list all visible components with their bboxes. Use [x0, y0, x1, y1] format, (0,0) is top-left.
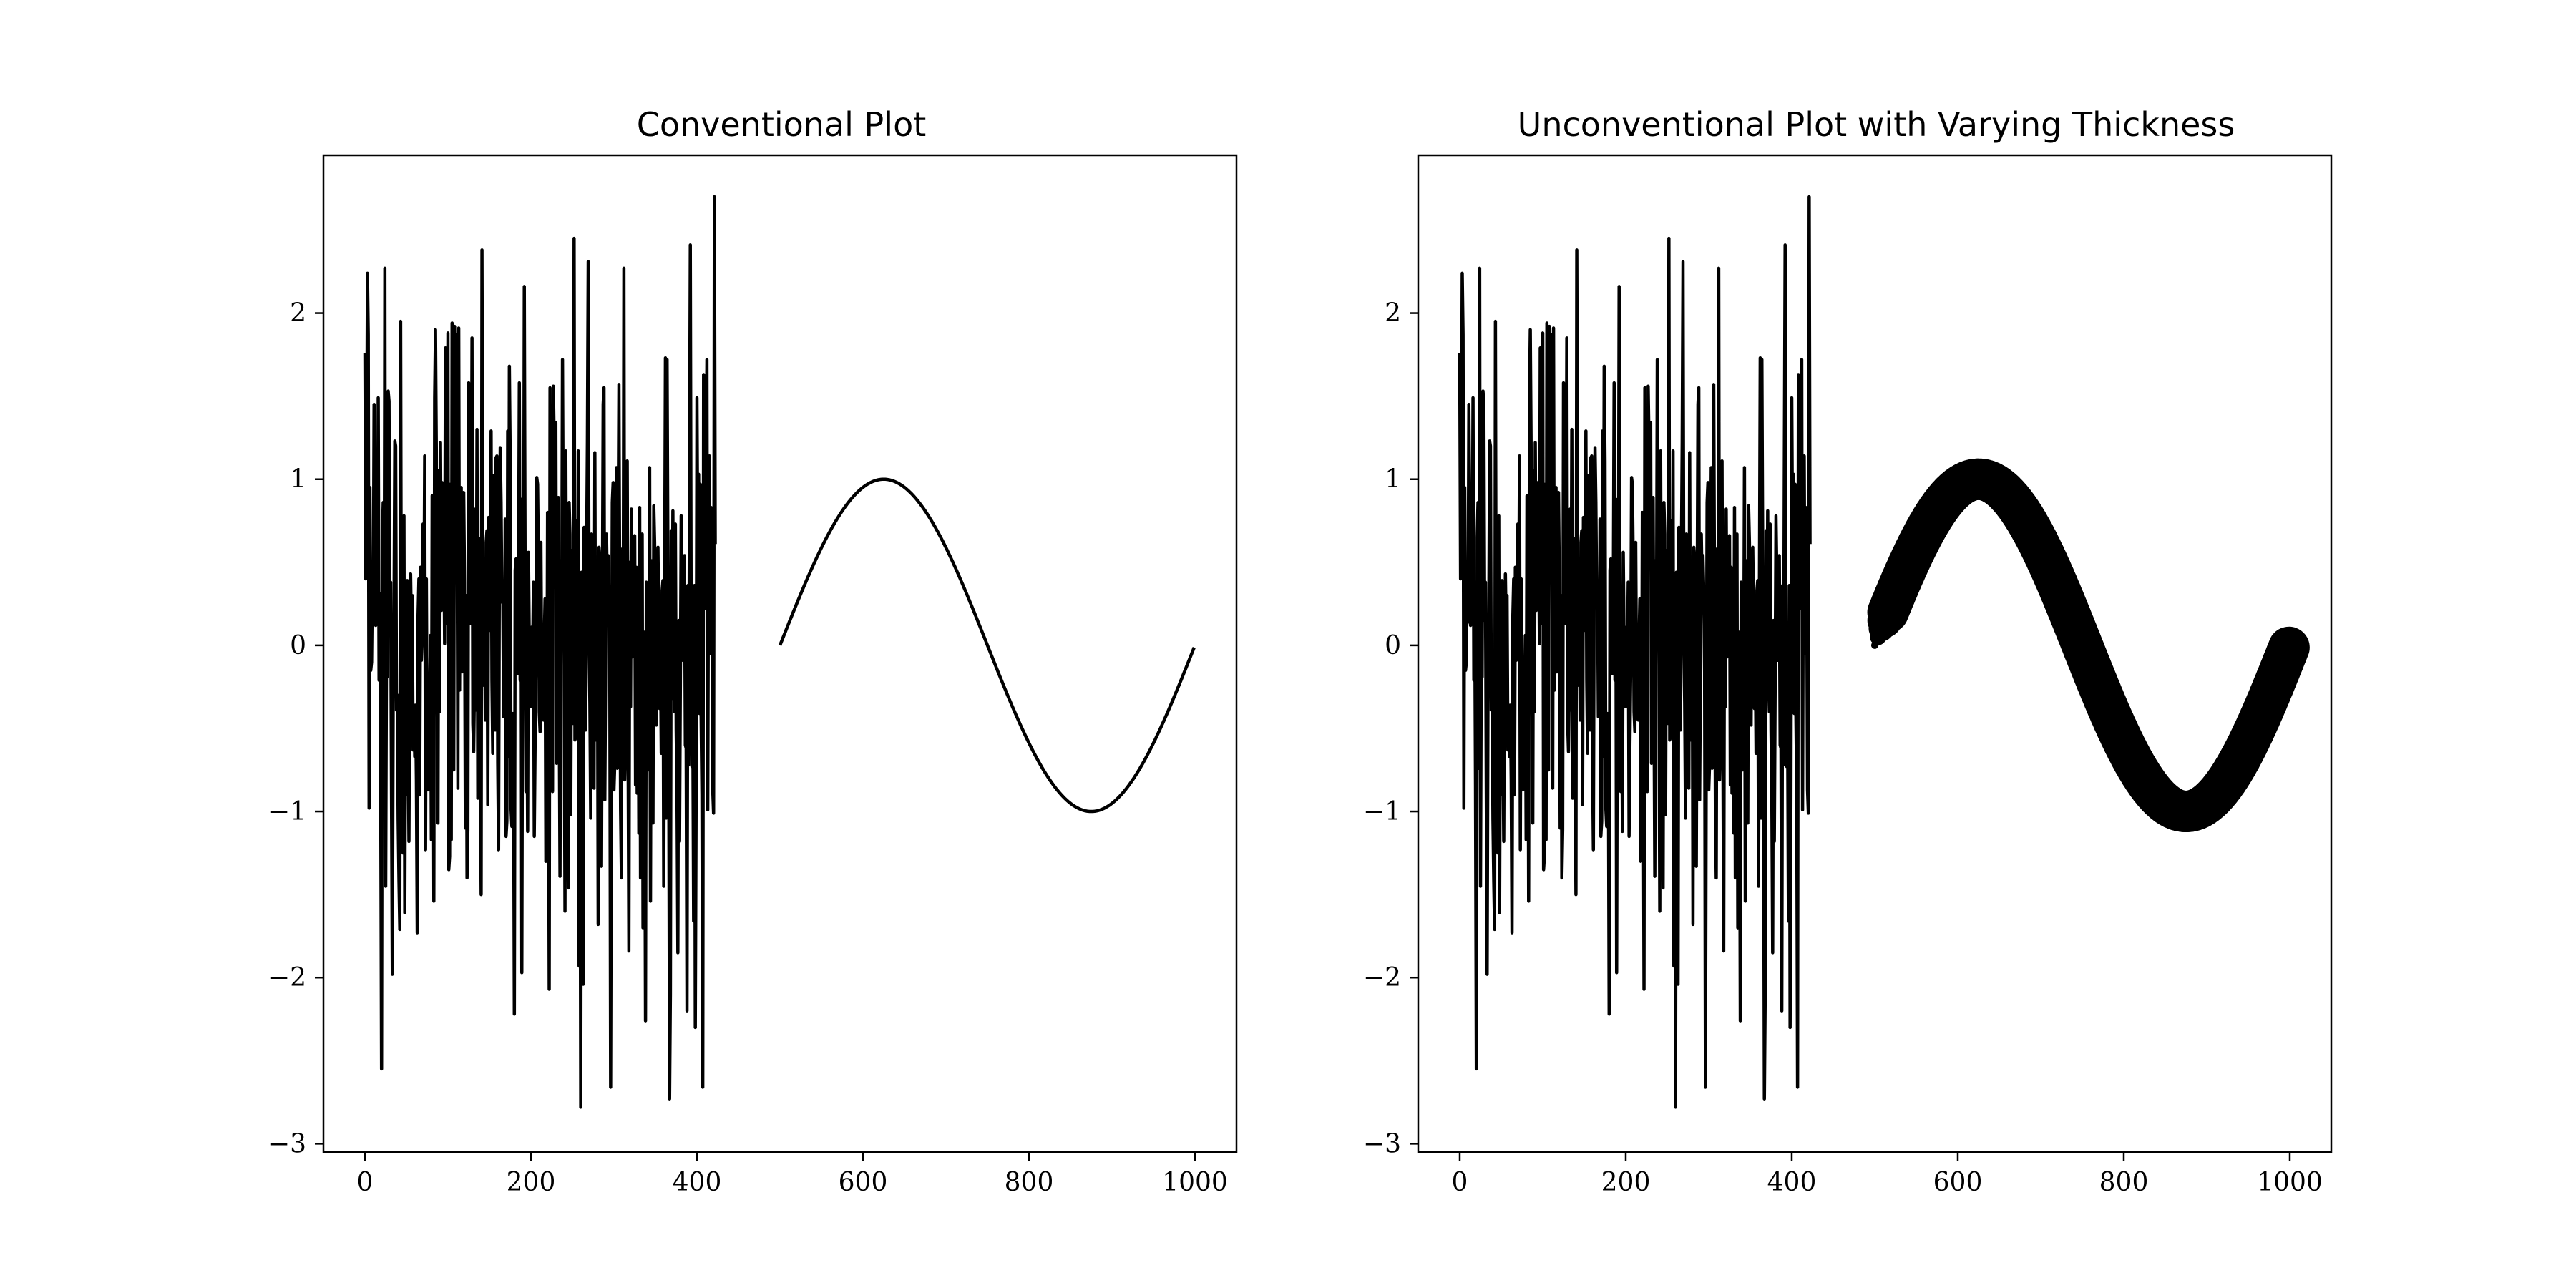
noise-series-line — [1458, 195, 1812, 1109]
series-group — [1458, 195, 2310, 1109]
chart-title: Unconventional Plot with Varying Thickne… — [1518, 105, 2235, 144]
y-tick-label: 0 — [290, 631, 306, 660]
axes: 0 200 400 600 800 1000 −3 −2 −1 0 1 2 — [1363, 154, 2333, 1197]
y-tick-label: 0 — [1385, 631, 1401, 660]
y-tick-label: 2 — [1385, 299, 1401, 328]
x-tick-label: 200 — [507, 1168, 556, 1197]
y-tick-label: −1 — [268, 797, 306, 826]
chart-title: Conventional Plot — [637, 105, 927, 144]
y-tick-label: −1 — [1363, 797, 1401, 826]
x-tick-label: 400 — [1767, 1168, 1817, 1197]
chart-panel-unconventional: Unconventional Plot with Varying Thickne… — [1363, 105, 2333, 1197]
chart-panel-conventional: Conventional Plot 0 200 400 600 800 1000 −3 −2 −… — [268, 105, 1238, 1197]
noise-series-line — [363, 195, 717, 1109]
y-tick-label: 2 — [290, 299, 306, 328]
x-tick-label: 1000 — [2257, 1168, 2323, 1197]
sine-series-line — [778, 477, 1196, 814]
y-tick-label: −3 — [1363, 1129, 1401, 1158]
series-group — [363, 195, 1196, 1109]
x-tick-label: 800 — [2099, 1168, 2149, 1197]
y-tick-label: −2 — [268, 963, 306, 992]
y-tick-label: 1 — [1385, 465, 1401, 494]
y-tick-label: −3 — [268, 1129, 306, 1158]
x-tick-label: 800 — [1005, 1168, 1054, 1197]
x-tick-label: 0 — [1452, 1168, 1468, 1197]
axes: 0 200 400 600 800 1000 −3 −2 −1 0 1 2 — [268, 154, 1238, 1197]
y-tick-label: 1 — [290, 465, 306, 494]
x-tick-label: 200 — [1601, 1168, 1651, 1197]
x-tick-label: 1000 — [1162, 1168, 1228, 1197]
axes-frame — [322, 154, 1238, 1153]
y-tick-label: −2 — [1363, 963, 1401, 992]
axes-frame — [1417, 154, 2333, 1153]
sine-series-segment — [2265, 626, 2310, 675]
x-tick-label: 0 — [357, 1168, 374, 1197]
x-tick-label: 600 — [839, 1168, 888, 1197]
x-tick-label: 600 — [1933, 1168, 1983, 1197]
x-tick-label: 400 — [673, 1168, 722, 1197]
